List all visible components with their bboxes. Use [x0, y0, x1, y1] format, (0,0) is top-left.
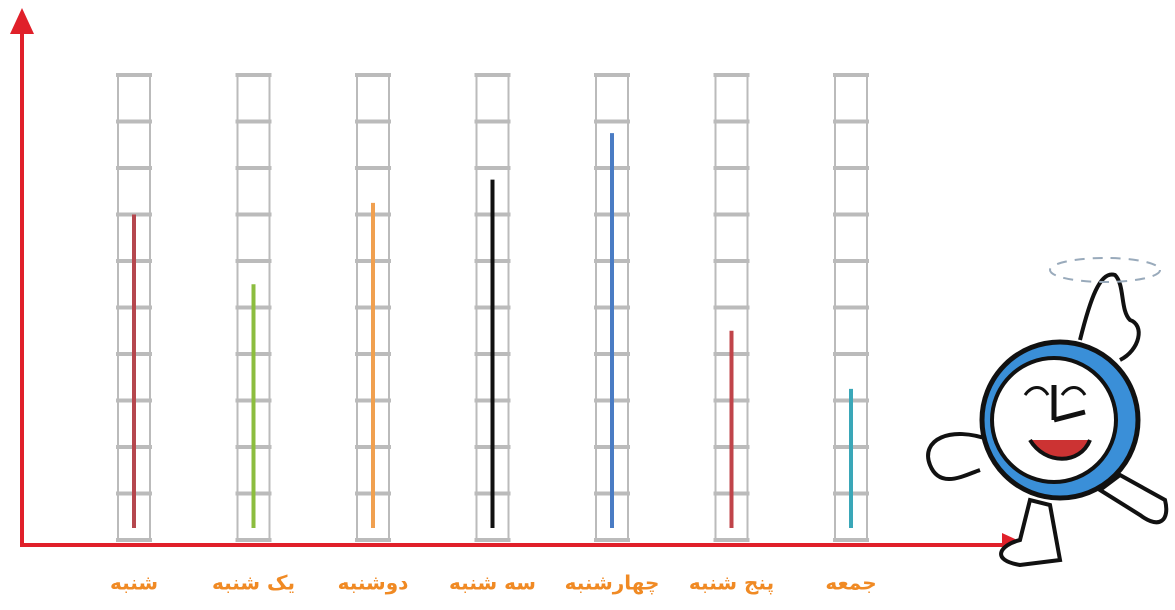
- x-tick-label: یک شنبه: [212, 571, 295, 595]
- clock-mascot: [926, 257, 1169, 568]
- x-tick-label: جمعه: [825, 571, 876, 595]
- axes: [10, 8, 1028, 557]
- x-tick-label: دوشنبه: [338, 571, 409, 595]
- y-arrow: [10, 8, 34, 34]
- x-tick-label: پنج شنبه: [689, 571, 774, 596]
- x-tick-label: شنبه: [110, 571, 158, 595]
- x-tick-label: سه شنبه: [449, 571, 536, 595]
- x-tick-label: چهارشنبه: [565, 571, 660, 596]
